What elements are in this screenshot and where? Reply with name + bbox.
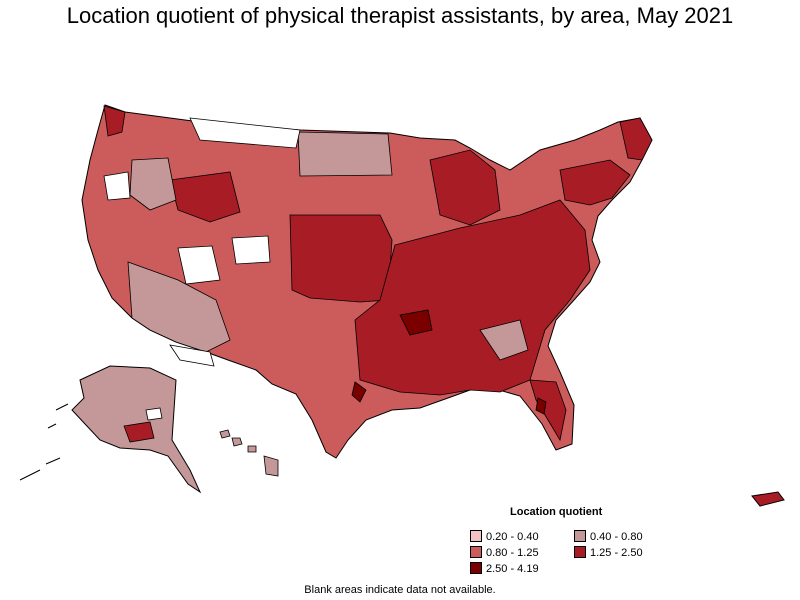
region-utah-no-data	[177, 245, 221, 285]
region-northern-plains-low	[297, 131, 393, 177]
aleutian-islands	[19, 403, 69, 481]
legend-label-3: 0.80 - 1.25	[486, 547, 539, 559]
legend-swatch-1	[470, 530, 482, 542]
legend-swatch-3	[470, 546, 482, 558]
region-northeast-high	[559, 159, 631, 206]
footnote: Blank areas indicate data not available.	[304, 584, 496, 596]
region-florida-high	[529, 379, 567, 442]
hawaii-island-big	[263, 455, 279, 477]
alaska-subregion-no-data	[145, 407, 163, 421]
legend-label-2: 0.40 - 0.80	[590, 531, 643, 543]
legend-label-5: 2.50 - 4.19	[486, 563, 539, 575]
hawaii-island-oahu	[231, 437, 243, 447]
legend-swatch-2	[574, 530, 586, 542]
legend-item-1: 0.20 - 0.40	[470, 530, 539, 544]
region-west-high	[169, 171, 241, 223]
region-washington-high	[103, 105, 126, 137]
legend-item-3: 0.80 - 1.25	[470, 546, 539, 560]
legend-swatch-4	[574, 546, 586, 558]
legend-title: Location quotient	[510, 506, 603, 518]
legend-item-5: 2.50 - 4.19	[470, 562, 539, 576]
region-maine-high	[619, 117, 653, 161]
region-oregon-no-data	[103, 171, 131, 201]
region-colorado-no-data	[231, 235, 271, 265]
alaska-subregion-high	[123, 421, 155, 443]
region-southeast-low	[479, 319, 529, 361]
legend-label-4: 1.25 - 2.50	[590, 547, 643, 559]
region-great-lakes-high	[429, 149, 501, 226]
legend-item-4: 1.25 - 2.50	[574, 546, 643, 560]
region-plains-high	[289, 214, 393, 303]
legend-swatch-5	[470, 562, 482, 574]
region-arkansas-highest	[399, 309, 433, 336]
region-great-basin-low	[129, 157, 177, 211]
region-gulf-highest	[351, 381, 367, 403]
hawaii-island-kauai	[219, 429, 231, 439]
legend-item-2: 0.40 - 0.80	[574, 530, 643, 544]
region-arizona-no-data	[169, 344, 215, 367]
hawaii-island-maui	[247, 445, 257, 453]
region-montana-no-data	[189, 117, 301, 149]
puerto-rico	[751, 491, 785, 507]
map-title: Location quotient of physical therapist …	[66, 3, 734, 28]
region-florida-highest	[535, 397, 547, 415]
legend-label-1: 0.20 - 0.40	[486, 531, 539, 543]
